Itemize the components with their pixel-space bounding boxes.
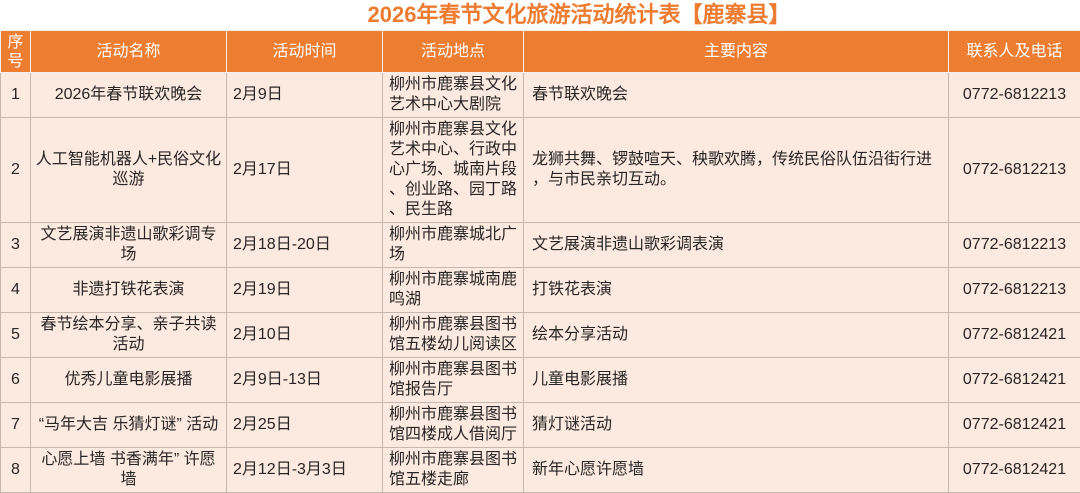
table-header: 序号 活动名称 活动时间 活动地点 主要内容 联系人及电话: [1, 31, 1080, 73]
header-no: 序号: [1, 31, 31, 73]
cell-activity-name: “马年大吉 乐猜灯谜” 活动: [31, 403, 227, 448]
cell-activity-time: 2月19日: [227, 268, 383, 313]
page-title: 2026年春节文化旅游活动统计表【鹿寨县】: [0, 0, 1080, 30]
cell-activity-place: 柳州市鹿寨县图书馆报告厅: [383, 358, 524, 403]
cell-activity-name: 2026年春节联欢晚会: [31, 73, 227, 118]
cell-activity-time: 2月17日: [227, 118, 383, 223]
cell-activity-name: 文艺展演非遗山歌彩调专场: [31, 223, 227, 268]
cell-no: 6: [1, 358, 31, 403]
cell-main-content: 猜灯谜活动: [524, 403, 949, 448]
header-activity-time: 活动时间: [227, 31, 383, 73]
cell-contact-phone: 0772-6812421: [949, 403, 1080, 448]
cell-activity-name: 心愿上墙 书香满年” 许愿墙: [31, 448, 227, 493]
cell-main-content: 春节联欢晚会: [524, 73, 949, 118]
cell-contact-phone: 0772-6812213: [949, 73, 1080, 118]
header-row: 序号 活动名称 活动时间 活动地点 主要内容 联系人及电话: [1, 31, 1080, 73]
cell-main-content: 打铁花表演: [524, 268, 949, 313]
cell-contact-phone: 0772-6812213: [949, 118, 1080, 223]
table-row: 4 非遗打铁花表演 2月19日 柳州市鹿寨城南鹿鸣湖 打铁花表演 0772-68…: [1, 268, 1080, 313]
cell-activity-name: 优秀儿童电影展播: [31, 358, 227, 403]
cell-no: 4: [1, 268, 31, 313]
cell-activity-place: 柳州市鹿寨县文化艺术中心大剧院: [383, 73, 524, 118]
cell-no: 2: [1, 118, 31, 223]
cell-contact-phone: 0772-6812421: [949, 448, 1080, 493]
cell-activity-name: 人工智能机器人+民俗文化巡游: [31, 118, 227, 223]
table-row: 8 心愿上墙 书香满年” 许愿墙 2月12日-3月3日 柳州市鹿寨县图书馆五楼走…: [1, 448, 1080, 493]
table-row: 3 文艺展演非遗山歌彩调专场 2月18日-20日 柳州市鹿寨城北广场 文艺展演非…: [1, 223, 1080, 268]
cell-activity-place: 柳州市鹿寨城南鹿鸣湖: [383, 268, 524, 313]
cell-activity-place: 柳州市鹿寨县文化艺术中心、行政中心广场、城南片段、创业路、园丁路、民生路: [383, 118, 524, 223]
cell-activity-time: 2月25日: [227, 403, 383, 448]
cell-contact-phone: 0772-6812421: [949, 313, 1080, 358]
cell-contact-phone: 0772-6812213: [949, 223, 1080, 268]
activities-table: 序号 活动名称 活动时间 活动地点 主要内容 联系人及电话 1 2026年春节联…: [0, 30, 1080, 493]
cell-activity-place: 柳州市鹿寨县图书馆四楼成人借阅厅: [383, 403, 524, 448]
cell-activity-place: 柳州市鹿寨县图书馆五楼走廊: [383, 448, 524, 493]
header-activity-place: 活动地点: [383, 31, 524, 73]
cell-main-content: 新年心愿许愿墙: [524, 448, 949, 493]
cell-contact-phone: 0772-6812421: [949, 358, 1080, 403]
cell-activity-time: 2月12日-3月3日: [227, 448, 383, 493]
cell-activity-time: 2月10日: [227, 313, 383, 358]
cell-main-content: 儿童电影展播: [524, 358, 949, 403]
cell-main-content: 龙狮共舞、锣鼓喧天、秧歌欢腾，传统民俗队伍沿街行进，与市民亲切互动。: [524, 118, 949, 223]
cell-activity-place: 柳州市鹿寨县图书馆五楼幼儿阅读区: [383, 313, 524, 358]
table-body: 1 2026年春节联欢晚会 2月9日 柳州市鹿寨县文化艺术中心大剧院 春节联欢晚…: [1, 73, 1080, 493]
cell-no: 1: [1, 73, 31, 118]
table-row: 1 2026年春节联欢晚会 2月9日 柳州市鹿寨县文化艺术中心大剧院 春节联欢晚…: [1, 73, 1080, 118]
table-row: 2 人工智能机器人+民俗文化巡游 2月17日 柳州市鹿寨县文化艺术中心、行政中心…: [1, 118, 1080, 223]
table-row: 7 “马年大吉 乐猜灯谜” 活动 2月25日 柳州市鹿寨县图书馆四楼成人借阅厅 …: [1, 403, 1080, 448]
cell-activity-time: 2月9日: [227, 73, 383, 118]
cell-main-content: 绘本分享活动: [524, 313, 949, 358]
cell-no: 3: [1, 223, 31, 268]
table-row: 6 优秀儿童电影展播 2月9日-13日 柳州市鹿寨县图书馆报告厅 儿童电影展播 …: [1, 358, 1080, 403]
header-activity-name: 活动名称: [31, 31, 227, 73]
cell-no: 5: [1, 313, 31, 358]
cell-no: 7: [1, 403, 31, 448]
header-contact-phone: 联系人及电话: [949, 31, 1080, 73]
cell-no: 8: [1, 448, 31, 493]
cell-activity-time: 2月18日-20日: [227, 223, 383, 268]
cell-activity-name: 春节绘本分享、亲子共读活动: [31, 313, 227, 358]
cell-contact-phone: 0772-6812213: [949, 268, 1080, 313]
header-main-content: 主要内容: [524, 31, 949, 73]
cell-activity-name: 非遗打铁花表演: [31, 268, 227, 313]
cell-activity-place: 柳州市鹿寨城北广场: [383, 223, 524, 268]
cell-main-content: 文艺展演非遗山歌彩调表演: [524, 223, 949, 268]
table-row: 5 春节绘本分享、亲子共读活动 2月10日 柳州市鹿寨县图书馆五楼幼儿阅读区 绘…: [1, 313, 1080, 358]
cell-activity-time: 2月9日-13日: [227, 358, 383, 403]
